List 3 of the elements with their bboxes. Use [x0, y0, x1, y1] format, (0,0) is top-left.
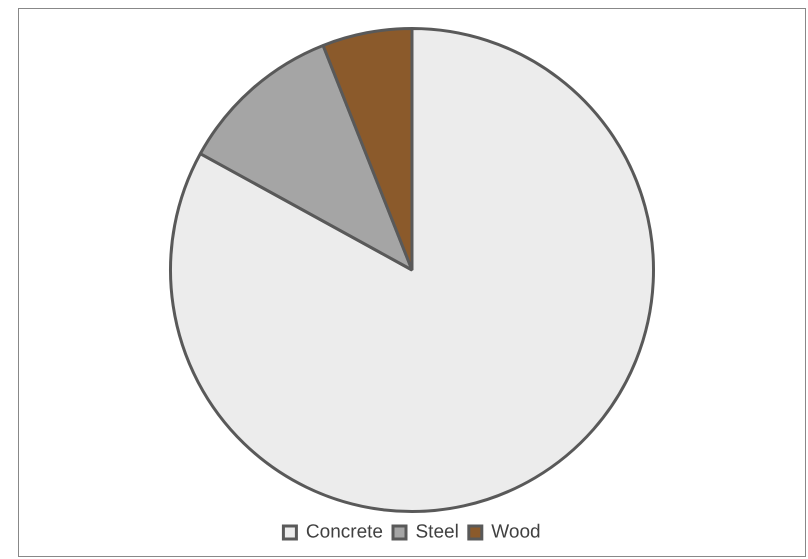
- legend-label: Wood: [491, 522, 541, 543]
- legend-label: Steel: [416, 522, 459, 543]
- legend-label: Concrete: [306, 522, 384, 543]
